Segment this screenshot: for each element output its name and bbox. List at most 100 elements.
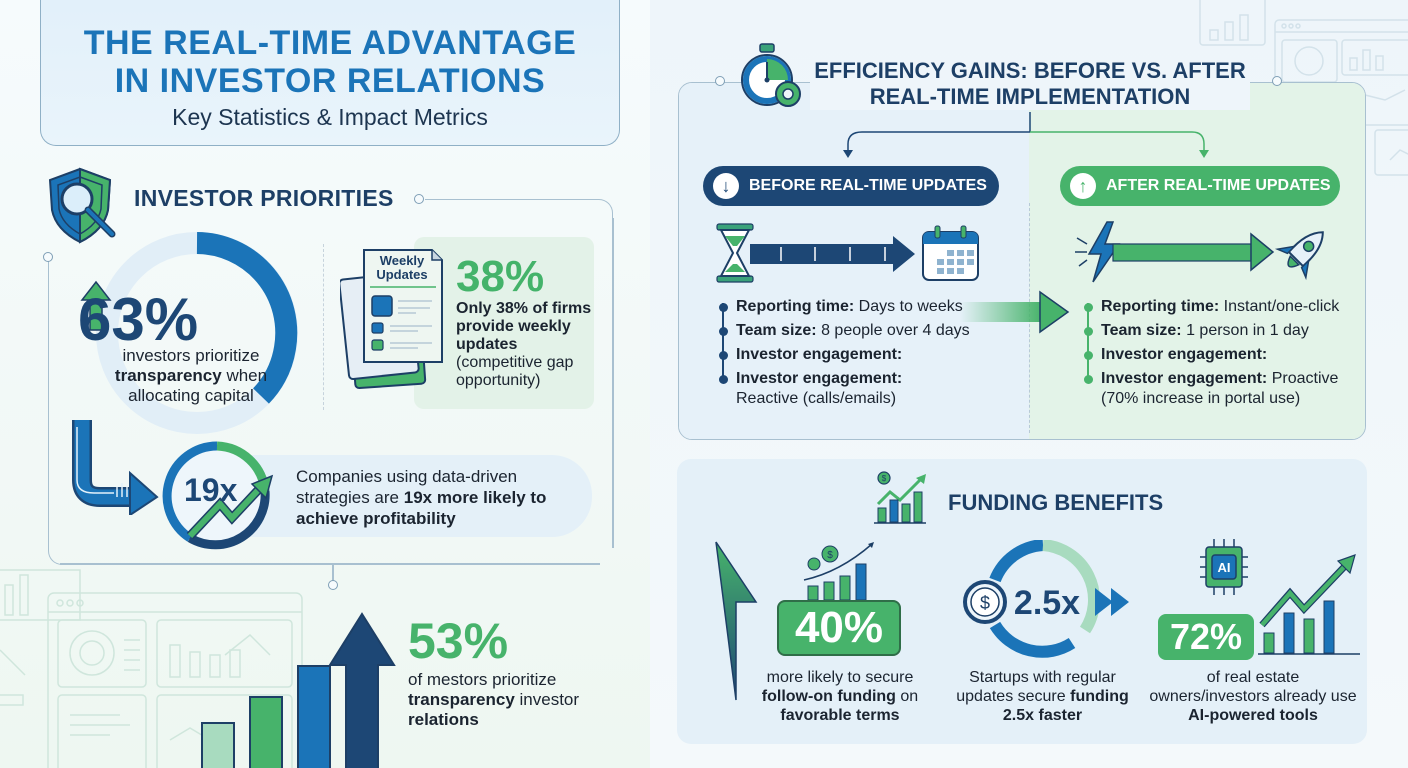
- metric-key: Team size:: [736, 322, 817, 339]
- stat-53-value: 53%: [408, 613, 509, 669]
- after-updates-pill: ↑ AFTER REAL-TIME UPDATES: [1060, 166, 1340, 206]
- text-bold: Only 38% of firms provide weekly updates: [456, 300, 592, 353]
- timeline-rail: [1087, 303, 1089, 383]
- svg-text:Weekly: Weekly: [380, 253, 425, 268]
- split-arrows-connector: [843, 112, 1209, 158]
- heading-line-1: EFFICIENCY GAINS: BEFORE VS. AFTER: [814, 58, 1246, 83]
- lightning-to-rocket-icon: [1075, 221, 1324, 283]
- stat-63-value: 63%: [78, 286, 199, 353]
- metric-key: Reporting time:: [1101, 298, 1220, 315]
- text: of real estate owners/investors already …: [1149, 669, 1357, 705]
- svg-text:Updates: Updates: [376, 267, 427, 282]
- text-bold: transparency: [114, 366, 222, 385]
- weekly-updates-card: [414, 237, 594, 409]
- stat-72-badge: 72%: [1158, 614, 1254, 660]
- metric-value: Reactive (calls/emails): [736, 390, 897, 407]
- heading-line-2: REAL-TIME IMPLEMENTATION: [869, 84, 1191, 109]
- text: on: [900, 688, 919, 705]
- metric-value: 8 people over 4 days: [821, 322, 970, 339]
- shield-magnifier-icon: [48, 167, 116, 244]
- text: more likely to secure: [766, 669, 914, 686]
- before-metrics-list: Reporting time: Days to weeks Team size:…: [719, 295, 980, 409]
- text-bold: transparency: [408, 690, 515, 709]
- list-item: Investor engagement: Reactive (calls/emai…: [719, 367, 980, 409]
- transition-arrow-icon: [960, 290, 1070, 334]
- panel-border: [60, 563, 600, 565]
- metric-value: Proactive (70% increase in portal use): [1101, 370, 1339, 407]
- svg-text:2.5x: 2.5x: [1014, 584, 1080, 622]
- cycle-speed-icon: $ 2.5x: [963, 540, 1129, 658]
- ai-chip-growth-icon: AI: [1200, 539, 1360, 655]
- stat-40-description: more likely to secure follow-on funding …: [750, 668, 930, 725]
- text: Startups with regular updates secure: [956, 669, 1116, 705]
- title-line-2: IN INVESTOR RELATIONS: [114, 62, 546, 100]
- text-bold: favorable terms: [780, 707, 900, 724]
- stat-38-description: Only 38% of firms provide weekly updates…: [456, 300, 596, 390]
- connector-node: [43, 252, 53, 262]
- investor-priorities-heading: INVESTOR PRIORITIES: [134, 185, 394, 211]
- metric-value: Instant/one-click: [1223, 298, 1340, 315]
- panel-border: [612, 218, 614, 548]
- text-bold: relations: [408, 710, 479, 729]
- data-driven-card: [220, 455, 592, 537]
- before-updates-pill: ↓ BEFORE REAL-TIME UPDATES: [703, 166, 999, 206]
- after-label: AFTER REAL-TIME UPDATES: [1106, 177, 1331, 194]
- metric-value: Days to weeks: [858, 298, 963, 315]
- curved-growth-arrow-icon: [715, 541, 758, 701]
- arrow-down-icon: ↓: [713, 173, 739, 199]
- text: when allocating capital: [128, 366, 268, 405]
- before-label: BEFORE REAL-TIME UPDATES: [749, 177, 987, 194]
- donut-ring-63: [96, 232, 298, 434]
- efficiency-heading: EFFICIENCY GAINS: BEFORE VS. AFTER REAL-…: [810, 58, 1250, 110]
- growth-ring-icon: [162, 441, 274, 550]
- text-bold: funding 2.5x faster: [1002, 688, 1129, 724]
- panel-border: [425, 199, 613, 219]
- page-title: THE REAL-TIME ADVANTAGE IN INVESTOR RELA…: [41, 24, 619, 100]
- svg-text:$: $: [882, 474, 887, 483]
- stopwatch-gear-icon: [741, 43, 801, 107]
- metric-key: Reporting time:: [736, 298, 855, 315]
- money-growth-bars-icon: $: [803, 542, 874, 601]
- funding-benefits-heading: FUNDING BENEFITS: [948, 490, 1164, 515]
- text: Companies using data-driven strategies a…: [296, 467, 518, 507]
- connector-node: [328, 580, 338, 590]
- metric-key: Team size:: [1101, 322, 1182, 339]
- stat-38-value: 38%: [456, 252, 545, 301]
- list-item: Reporting time: Instant/one-click: [1084, 295, 1355, 319]
- connector-line: [332, 564, 334, 582]
- stat-19x-value: 19x: [184, 472, 238, 508]
- connector-node: [1272, 76, 1282, 86]
- curved-arrow-chart-icon: [72, 420, 159, 515]
- text-bold: follow-on funding: [761, 688, 896, 705]
- connector-node: [414, 194, 424, 204]
- list-item: Reporting time: Days to weeks: [719, 295, 980, 319]
- text-bold: 19x more likely to achieve profitability: [296, 488, 547, 528]
- stat-2-5x-description: Startups with regular updates secure fun…: [950, 668, 1135, 725]
- stat-19x-description: Companies using data-driven strategies a…: [296, 466, 586, 529]
- list-item: Team size: 8 people over 4 days: [719, 319, 980, 343]
- title-line-1: THE REAL-TIME ADVANTAGE: [83, 24, 577, 62]
- text: (competitive gap opportunity): [456, 354, 574, 389]
- list-item: Investor engagement:: [719, 343, 980, 367]
- text: of mestors prioritize: [408, 670, 557, 689]
- panel-border: [48, 260, 62, 565]
- stat-53-description: of mestors prioritize transparency inves…: [408, 670, 618, 730]
- hourglass-to-calendar-icon: [716, 223, 979, 283]
- stat-40-badge: 40%: [777, 600, 901, 656]
- list-item: Investor engagement:: [1084, 343, 1355, 367]
- list-item: Investor engagement: Proactive (70% incr…: [1084, 367, 1355, 409]
- after-metrics-list: Reporting time: Instant/one-click Team s…: [1084, 295, 1355, 409]
- text: investors prioritize: [122, 346, 260, 365]
- metric-value: 1 person in 1 day: [1186, 322, 1309, 339]
- svg-text:$: $: [980, 593, 990, 613]
- connector-node: [715, 76, 725, 86]
- weekly-updates-document-icon: Weekly Updates: [340, 249, 443, 390]
- svg-text:AI: AI: [1218, 560, 1231, 575]
- svg-text:$: $: [827, 550, 833, 561]
- stat-72-description: of real estate owners/investors already …: [1148, 668, 1358, 725]
- arrow-up-icon: [80, 280, 112, 331]
- growth-chart-dollar-icon: $: [874, 471, 926, 524]
- title-banner: THE REAL-TIME ADVANTAGE IN INVESTOR RELA…: [40, 0, 620, 146]
- page-subtitle: Key Statistics & Impact Metrics: [172, 104, 488, 130]
- dashed-divider: [323, 244, 324, 410]
